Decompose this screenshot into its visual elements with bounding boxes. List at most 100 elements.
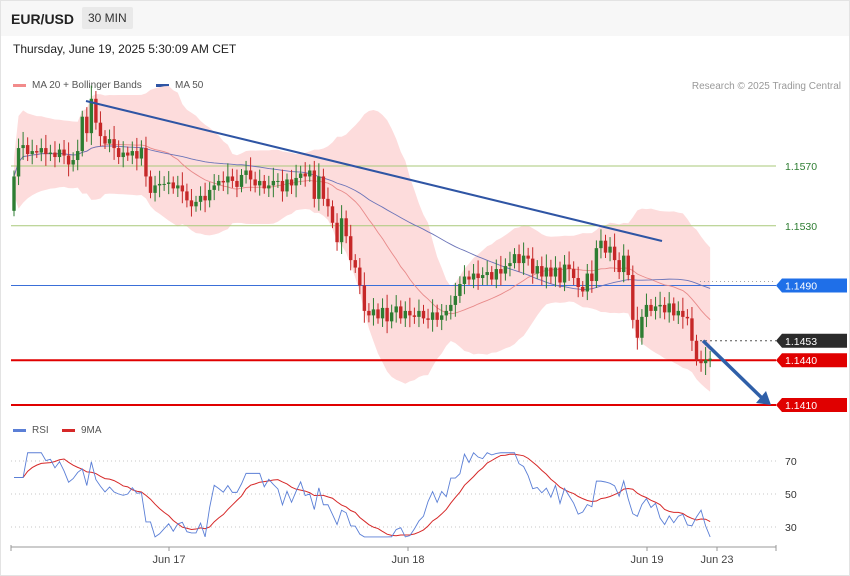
candle-body <box>271 180 276 186</box>
candle-body <box>540 266 544 277</box>
candle-body <box>330 206 335 223</box>
level-label-1.1453: 1.1453 <box>785 336 817 348</box>
candle-body <box>71 160 75 165</box>
toolbar <box>1 1 849 36</box>
candle-body <box>612 246 617 261</box>
candle-body <box>25 145 30 155</box>
candle-body <box>412 315 417 317</box>
candle-body <box>576 278 580 287</box>
candle-body <box>85 116 89 134</box>
candle-body <box>230 176 235 181</box>
candle-body <box>399 306 403 319</box>
forecast-arrowhead <box>756 391 771 405</box>
candle-body <box>244 170 248 175</box>
candle-body <box>16 148 21 177</box>
rsi-ma-label: 9MA <box>81 425 102 436</box>
candle-body <box>690 318 694 341</box>
candle-body <box>417 310 421 317</box>
candle-body <box>276 180 280 182</box>
candle-body <box>353 260 357 268</box>
candle-body <box>98 122 103 137</box>
forecast-arrow <box>701 339 766 402</box>
candle-body <box>662 304 667 313</box>
candle-body <box>562 264 567 283</box>
candle-body <box>521 255 526 264</box>
rsi-level-label-30: 30 <box>785 522 797 534</box>
legend-rsi: RSI <box>13 425 49 436</box>
candle-body <box>153 185 157 193</box>
candle-body <box>531 258 535 274</box>
candle-body <box>421 310 426 319</box>
candle-body <box>112 139 116 149</box>
candle-body <box>653 306 658 311</box>
candle-body <box>258 180 262 186</box>
level-box-1.1453 <box>776 333 847 348</box>
candle-body <box>267 185 271 189</box>
ma50-swatch <box>156 84 169 87</box>
candle-body <box>303 173 307 177</box>
candle-body <box>640 316 644 338</box>
candle-body <box>626 255 630 276</box>
rsi-ma-swatch <box>62 429 75 432</box>
research-credit: Research © 2025 Trading Central <box>691 81 841 92</box>
candle-body <box>672 303 676 316</box>
candle-body <box>385 307 389 322</box>
x-tick-label-Jun-17: Jun 17 <box>152 554 185 566</box>
symbol-label[interactable]: EUR/USD <box>11 11 75 27</box>
candle-body <box>294 177 298 186</box>
candle-body <box>380 307 385 319</box>
candle-body <box>590 273 594 282</box>
candle-body <box>526 255 530 259</box>
candle-body <box>499 269 503 274</box>
candle-body <box>544 267 549 277</box>
x-tick-label-Jun-18: Jun 18 <box>391 554 424 566</box>
candle-body <box>335 222 339 243</box>
candle-body <box>321 176 326 199</box>
candle-body <box>135 151 139 159</box>
candle-body <box>207 189 212 201</box>
candle-body <box>280 180 285 192</box>
candle-body <box>603 240 608 253</box>
candle-body <box>435 312 439 320</box>
candle-body <box>558 267 562 283</box>
candle-body <box>44 148 48 155</box>
candle-body <box>394 306 398 313</box>
candle-body <box>317 176 321 199</box>
candle-body <box>212 185 216 190</box>
candle-body <box>167 182 171 184</box>
candle-body <box>248 170 253 180</box>
legend-ma50: MA 50 <box>156 80 203 91</box>
candle-body <box>508 263 512 267</box>
candle-body <box>198 195 203 202</box>
level-label-1.1530: 1.1530 <box>785 221 817 233</box>
candle-body <box>235 180 239 187</box>
candle-body <box>440 315 444 320</box>
candle-body <box>185 191 189 201</box>
candle-body <box>62 149 66 156</box>
ma50-label: MA 50 <box>175 80 204 91</box>
candle-body <box>66 155 71 165</box>
candle-body <box>48 152 53 155</box>
candle-body <box>130 151 134 156</box>
candle-body <box>553 267 558 277</box>
candle-body <box>571 269 576 279</box>
level-label-1.1410: 1.1410 <box>785 400 817 412</box>
rsi-swatch <box>13 429 26 432</box>
ma20-label: MA 20 + Bollinger Bands <box>32 80 142 91</box>
candle-body <box>21 145 25 149</box>
candle-body <box>490 272 494 280</box>
candle-body <box>308 170 312 177</box>
legend-ma20: MA 20 + Bollinger Bands <box>13 80 142 91</box>
candle-body <box>162 183 166 185</box>
timeframe-button[interactable]: 30 MIN <box>82 7 133 29</box>
candle-body <box>708 358 712 361</box>
candle-body <box>39 148 43 153</box>
candle-body <box>681 310 685 317</box>
candle-body <box>376 309 380 319</box>
candle-body <box>144 148 148 177</box>
candle-body <box>262 180 266 189</box>
candle-body <box>148 176 153 193</box>
candle-body <box>517 254 521 264</box>
level-label-1.1440: 1.1440 <box>785 355 817 367</box>
